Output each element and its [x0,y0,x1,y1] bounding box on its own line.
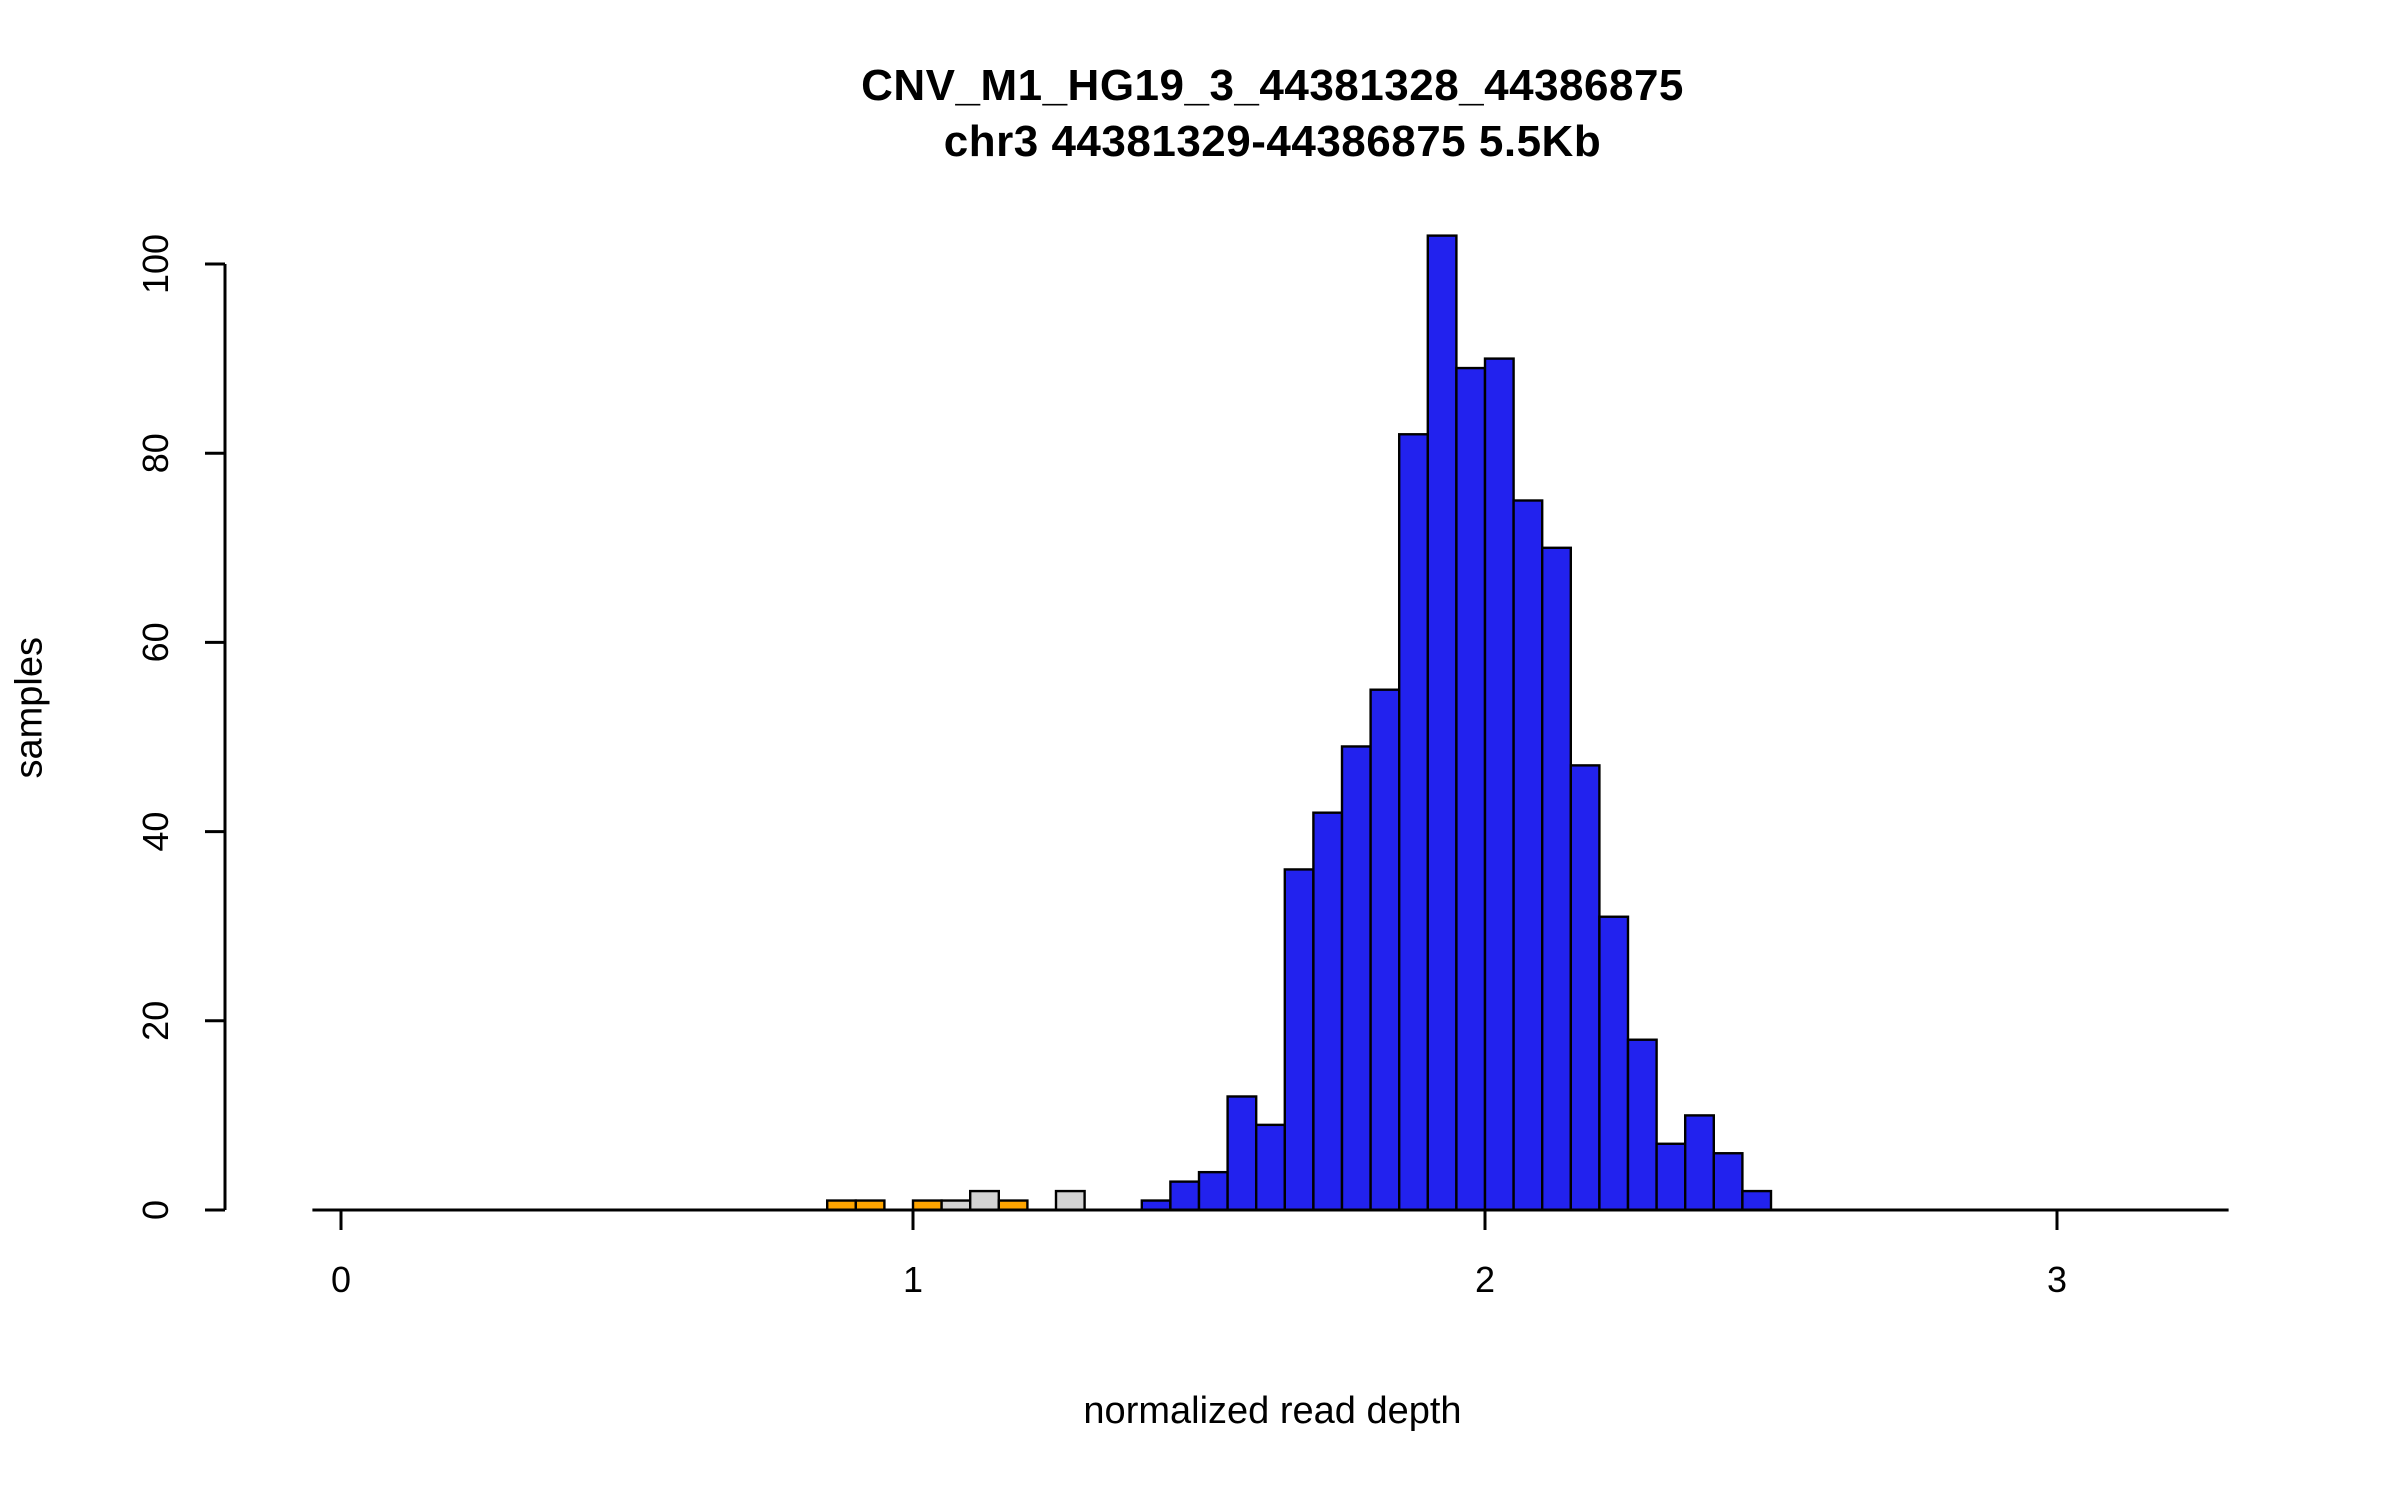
histogram-bar [1455,366,1487,1212]
histogram-bar [1712,1152,1744,1212]
histogram-bar [1397,433,1429,1212]
histogram-bar [1369,688,1401,1212]
histogram-bar [1340,745,1372,1212]
histogram-bar [1569,764,1601,1212]
histogram-bar [1741,1189,1773,1212]
y-tick-label: 20 [135,1001,176,1041]
histogram-bar [1683,1114,1715,1212]
histogram-bar [1512,499,1544,1212]
y-tick-label: 100 [135,234,176,294]
histogram-bar [1540,546,1572,1212]
histogram-bar [1197,1170,1229,1212]
chart-title-block: CNV_M1_HG19_3_44381328_44386875 chr3 443… [225,58,2320,170]
histogram-bar [1054,1189,1086,1212]
y-tick-label: 0 [135,1200,176,1220]
y-axis-label: samples [8,637,51,779]
histogram-bar [1226,1095,1258,1212]
x-tick-label: 1 [903,1259,923,1300]
x-tick-label: 0 [331,1259,351,1300]
chart-title: CNV_M1_HG19_3_44381328_44386875 [861,61,1684,110]
histogram-bar [1312,811,1344,1212]
x-tick-label: 2 [1475,1259,1495,1300]
y-tick-label: 80 [135,433,176,473]
x-tick-label: 3 [2047,1259,2067,1300]
histogram-bar [1483,357,1515,1212]
histogram-bar [1626,1038,1658,1212]
histogram-bar [1426,234,1458,1212]
y-tick-label: 40 [135,812,176,852]
y-tick-label: 60 [135,622,176,662]
histogram-bar [1169,1180,1201,1212]
x-axis-label: normalized read depth [1083,1390,1462,1432]
histogram-bar [1254,1123,1286,1212]
histogram-bar [969,1189,1001,1212]
histogram-bar [1283,868,1315,1212]
histogram-bar [1655,1142,1687,1212]
histogram-bar [1598,915,1630,1212]
chart-subtitle: chr3 44381329-44386875 5.5Kb [943,117,1602,166]
